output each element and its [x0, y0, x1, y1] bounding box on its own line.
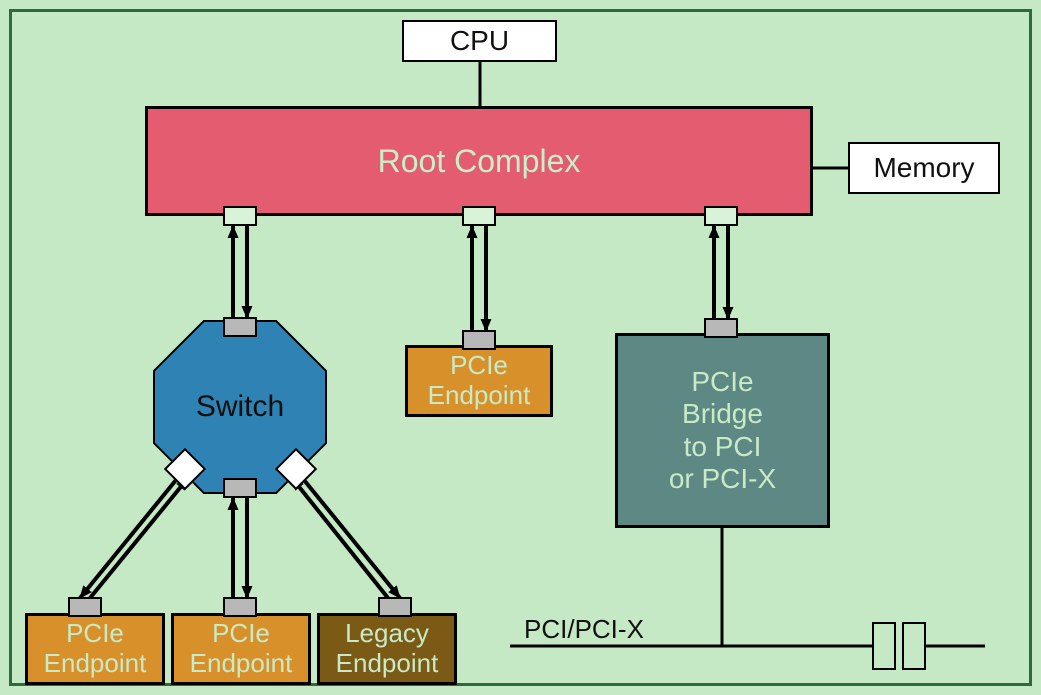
port-rect-8	[223, 597, 257, 617]
node-memory-label: Memory	[873, 152, 974, 184]
port-rect-1	[462, 206, 496, 226]
node-ep_mid-label: PCIe Endpoint	[428, 351, 531, 411]
node-cpu-label: CPU	[450, 25, 509, 57]
node-memory: Memory	[848, 142, 1000, 194]
bus-slot-0	[872, 622, 896, 670]
node-ep_b2-label: PCIe Endpoint	[190, 619, 293, 679]
node-cpu: CPU	[402, 20, 557, 62]
node-ep_mid: PCIe Endpoint	[405, 345, 553, 417]
node-ep_b1: PCIe Endpoint	[25, 613, 165, 685]
port-rect-5	[704, 318, 738, 338]
port-rect-0	[223, 206, 257, 226]
diagram-canvas: CPU Root Complex Memory Switch PCIe Endpoint…	[0, 0, 1041, 695]
node-root: Root Complex	[145, 106, 813, 216]
port-rect-3	[223, 317, 257, 337]
node-ep_b1-label: PCIe Endpoint	[44, 619, 147, 679]
node-switch-label: Switch	[196, 390, 284, 424]
node-bridge-label: PCIe Bridge to PCI or PCI-X	[669, 366, 776, 495]
port-rect-4	[462, 330, 496, 350]
node-ep_b2: PCIe Endpoint	[171, 613, 311, 685]
port-rect-9	[378, 597, 412, 617]
bus-slot-1	[902, 622, 926, 670]
port-rect-6	[223, 478, 257, 498]
node-root-label: Root Complex	[378, 143, 581, 180]
edge-label-pci: PCI/PCI-X	[524, 614, 644, 645]
node-bridge: PCIe Bridge to PCI or PCI-X	[615, 333, 830, 528]
port-rect-2	[704, 206, 738, 226]
node-ep_b3: Legacy Endpoint	[317, 613, 457, 685]
port-rect-7	[68, 597, 102, 617]
node-ep_b3-label: Legacy Endpoint	[336, 619, 439, 679]
